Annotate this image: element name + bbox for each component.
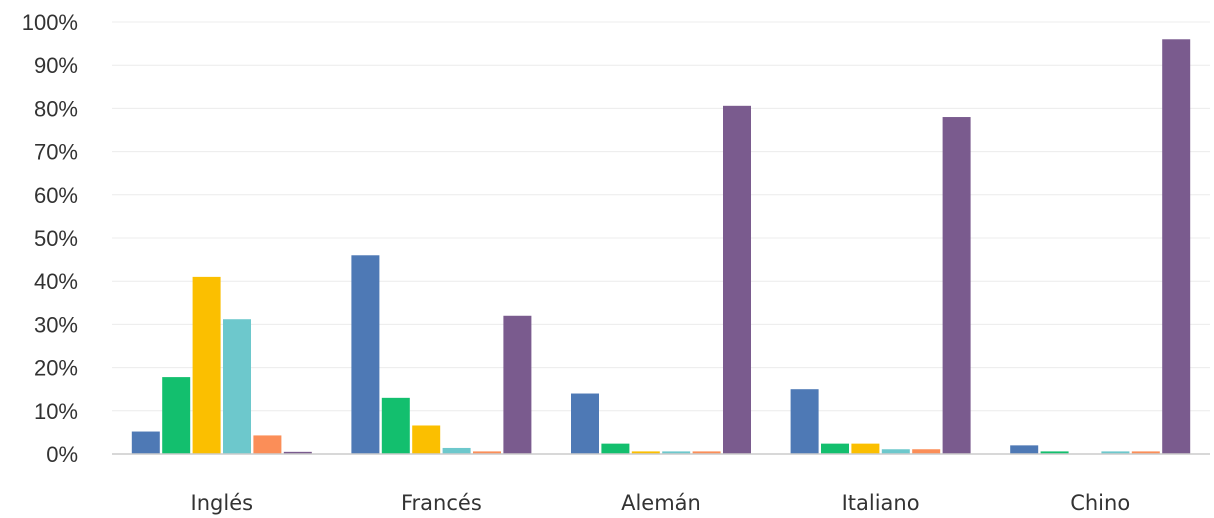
y-tick-label: 40% xyxy=(34,269,78,294)
bar xyxy=(881,449,910,454)
bar xyxy=(631,451,660,454)
bar xyxy=(912,449,941,454)
y-tick-label: 30% xyxy=(34,312,78,337)
bar xyxy=(131,431,160,454)
bar xyxy=(412,425,441,454)
x-tick-label: Italiano xyxy=(842,491,920,515)
bar xyxy=(1162,39,1191,454)
y-axis-ticks: 0% 10% 20% 30% 40% 50% 60% 70% 80% 90% 100% xyxy=(22,10,78,467)
bar xyxy=(571,393,599,454)
bar xyxy=(1040,451,1069,454)
bar xyxy=(1010,445,1039,454)
bar xyxy=(851,443,880,454)
x-tick-label: Alemán xyxy=(621,491,701,515)
bar xyxy=(351,255,380,454)
x-tick-label: Francés xyxy=(401,491,482,515)
bar xyxy=(381,397,410,454)
y-tick-label: 70% xyxy=(34,140,78,165)
bar xyxy=(821,443,849,454)
x-tick-label: Inglés xyxy=(191,491,254,515)
bar xyxy=(1131,451,1160,454)
y-tick-label: 20% xyxy=(34,356,78,381)
bar xyxy=(790,389,819,454)
y-tick-label: 60% xyxy=(34,183,78,208)
bar xyxy=(162,377,191,454)
bar xyxy=(192,276,221,454)
bar xyxy=(942,117,971,454)
x-tick-label: Chino xyxy=(1070,491,1130,515)
bar xyxy=(503,315,532,454)
y-tick-label: 90% xyxy=(34,53,78,78)
bar xyxy=(283,451,312,454)
bar xyxy=(253,435,282,454)
y-tick-label: 80% xyxy=(34,96,78,121)
x-axis-ticks: Inglés Francés Alemán Italiano Chino xyxy=(191,491,1131,515)
bar xyxy=(442,447,471,454)
bar xyxy=(662,451,691,454)
bar xyxy=(601,443,630,454)
y-tick-label: 100% xyxy=(22,10,78,35)
y-tick-label: 0% xyxy=(46,442,78,467)
y-tick-label: 50% xyxy=(34,226,78,251)
bar xyxy=(473,451,501,454)
y-tick-label: 10% xyxy=(34,399,78,424)
bars xyxy=(131,39,1191,455)
gridlines xyxy=(112,21,1210,412)
bar xyxy=(723,105,751,455)
bar xyxy=(692,451,721,454)
bar xyxy=(223,319,251,454)
bar xyxy=(1101,451,1130,454)
